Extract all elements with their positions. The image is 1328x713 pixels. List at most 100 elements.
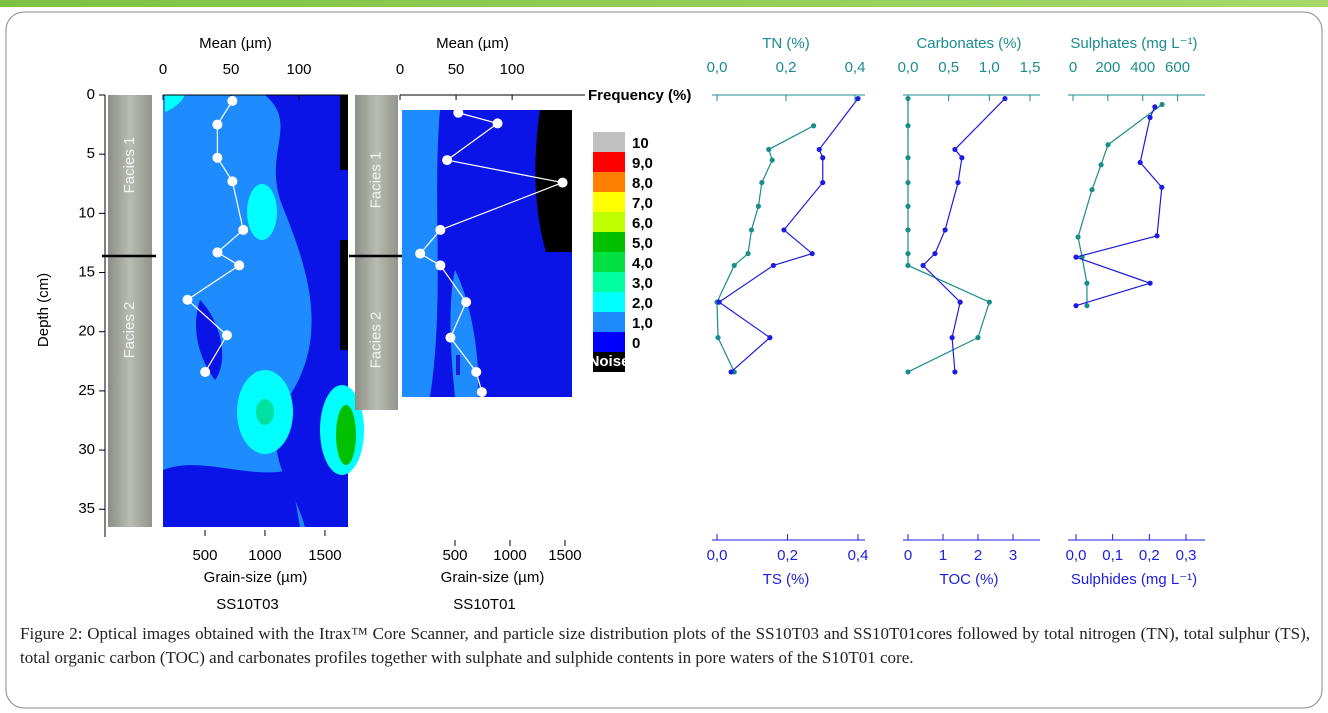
mean-point: [435, 225, 445, 235]
colorbar-label: 0: [632, 335, 640, 352]
x-tick-label: 0: [396, 61, 404, 78]
profile-point: [1089, 187, 1094, 192]
profile-line: [1078, 104, 1162, 305]
mean-point: [477, 387, 487, 397]
profile-point: [1138, 160, 1143, 165]
profile-point: [1159, 102, 1164, 107]
colorbar-label: 4,0: [632, 255, 653, 272]
x-tick-label: 0: [1069, 59, 1077, 76]
profile-point: [1084, 281, 1089, 286]
colorbar-cell: [593, 292, 625, 312]
x2-tick-label: 1000: [248, 547, 281, 564]
mean-point: [222, 330, 232, 340]
x-tick-label: 50: [223, 61, 240, 78]
profile-point: [781, 227, 786, 232]
mean-point: [238, 225, 248, 235]
profile-point: [920, 263, 925, 268]
x2-tick-label: 1500: [308, 547, 341, 564]
x2-tick-label: 1: [939, 547, 947, 564]
colorbar-cell: [593, 172, 625, 192]
colorbar-cell: [593, 312, 625, 332]
x-axis-title: Carbonates (%): [916, 35, 1021, 52]
profile-point: [905, 251, 910, 256]
x2-tick-label: 0,1: [1102, 547, 1123, 564]
x-axis-title: TN (%): [762, 35, 810, 52]
mean-point: [212, 247, 222, 257]
profile-point: [1073, 255, 1078, 260]
x2-tick-label: 2: [974, 547, 982, 564]
frequency-label: Frequency (%): [588, 87, 691, 104]
colorbar-cell: [593, 332, 625, 352]
x-tick-label: 0: [159, 61, 167, 78]
x2-axis-title: TS (%): [763, 571, 810, 588]
mean-point: [558, 178, 568, 188]
profile-point: [975, 335, 980, 340]
profile-point: [811, 123, 816, 128]
panel-title: SS10T03: [216, 596, 279, 613]
colorbar-cell: [593, 252, 625, 272]
profile-point: [1152, 104, 1157, 109]
profile-point: [943, 227, 948, 232]
mean-point: [200, 367, 210, 377]
profile-point: [820, 155, 825, 160]
y-tick-label: 20: [78, 323, 95, 340]
x2-tick-label: 3: [1009, 547, 1017, 564]
x2-axis-title: TOC (%): [940, 571, 999, 588]
facies-label: Facies 2: [121, 302, 138, 359]
mean-point: [493, 118, 503, 128]
y-tick-label: 35: [78, 500, 95, 517]
colorbar-cell: [593, 272, 625, 292]
profile-point: [905, 155, 910, 160]
colorbar-label: 9,0: [632, 155, 653, 172]
profile-point: [1084, 303, 1089, 308]
profile-point: [952, 369, 957, 374]
top-bar: [0, 0, 1328, 7]
colorbar-label: 1,0: [632, 315, 653, 332]
profile-point: [855, 96, 860, 101]
x2-tick-label: 500: [192, 547, 217, 564]
profile-point: [987, 300, 992, 305]
figure-caption: Figure 2: Optical images obtained with t…: [20, 622, 1310, 670]
mean-point: [435, 260, 445, 270]
x2-tick-label: 0,4: [848, 547, 869, 564]
profile-point: [932, 251, 937, 256]
x-tick-label: 1,5: [1020, 59, 1041, 76]
profile-point: [732, 263, 737, 268]
x2-axis-title: Grain-size (µm): [204, 569, 308, 586]
profile-point: [959, 155, 964, 160]
profile-line: [923, 99, 1005, 372]
profile-point: [749, 227, 754, 232]
x-axis-title: Mean (µm): [199, 35, 272, 52]
profile-point: [767, 335, 772, 340]
colorbar-cell: [593, 212, 625, 232]
profile-point: [905, 227, 910, 232]
colorbar-cell: [593, 152, 625, 172]
profile-point: [756, 204, 761, 209]
mean-point: [227, 176, 237, 186]
profile-point: [810, 251, 815, 256]
colorbar-label: 2,0: [632, 295, 653, 312]
x-axis-title: Sulphates (mg L⁻¹): [1070, 35, 1197, 52]
profile-point: [1147, 281, 1152, 286]
x-tick-label: 600: [1165, 59, 1190, 76]
colorbar-cell: [593, 232, 625, 252]
profile-point: [1073, 303, 1078, 308]
y-tick-label: 0: [87, 86, 95, 103]
x-tick-label: 100: [287, 61, 312, 78]
mean-point: [234, 260, 244, 270]
figure: Facies 1Facies 2050100Mean (µm)500100015…: [0, 0, 1328, 713]
facies-label: Facies 1: [367, 152, 384, 209]
x2-tick-label: 0,3: [1176, 547, 1197, 564]
mean-point: [461, 297, 471, 307]
profile-point: [905, 123, 910, 128]
x2-tick-label: 500: [442, 547, 467, 564]
profile-point: [1105, 142, 1110, 147]
x-tick-label: 1,0: [979, 59, 1000, 76]
x-tick-label: 0,0: [707, 59, 728, 76]
mean-point: [442, 155, 452, 165]
profile-point: [745, 251, 750, 256]
contour-a: [163, 95, 364, 527]
colorbar-cell: [593, 192, 625, 212]
x2-tick-label: 0,0: [1066, 547, 1087, 564]
x-tick-label: 0,5: [938, 59, 959, 76]
